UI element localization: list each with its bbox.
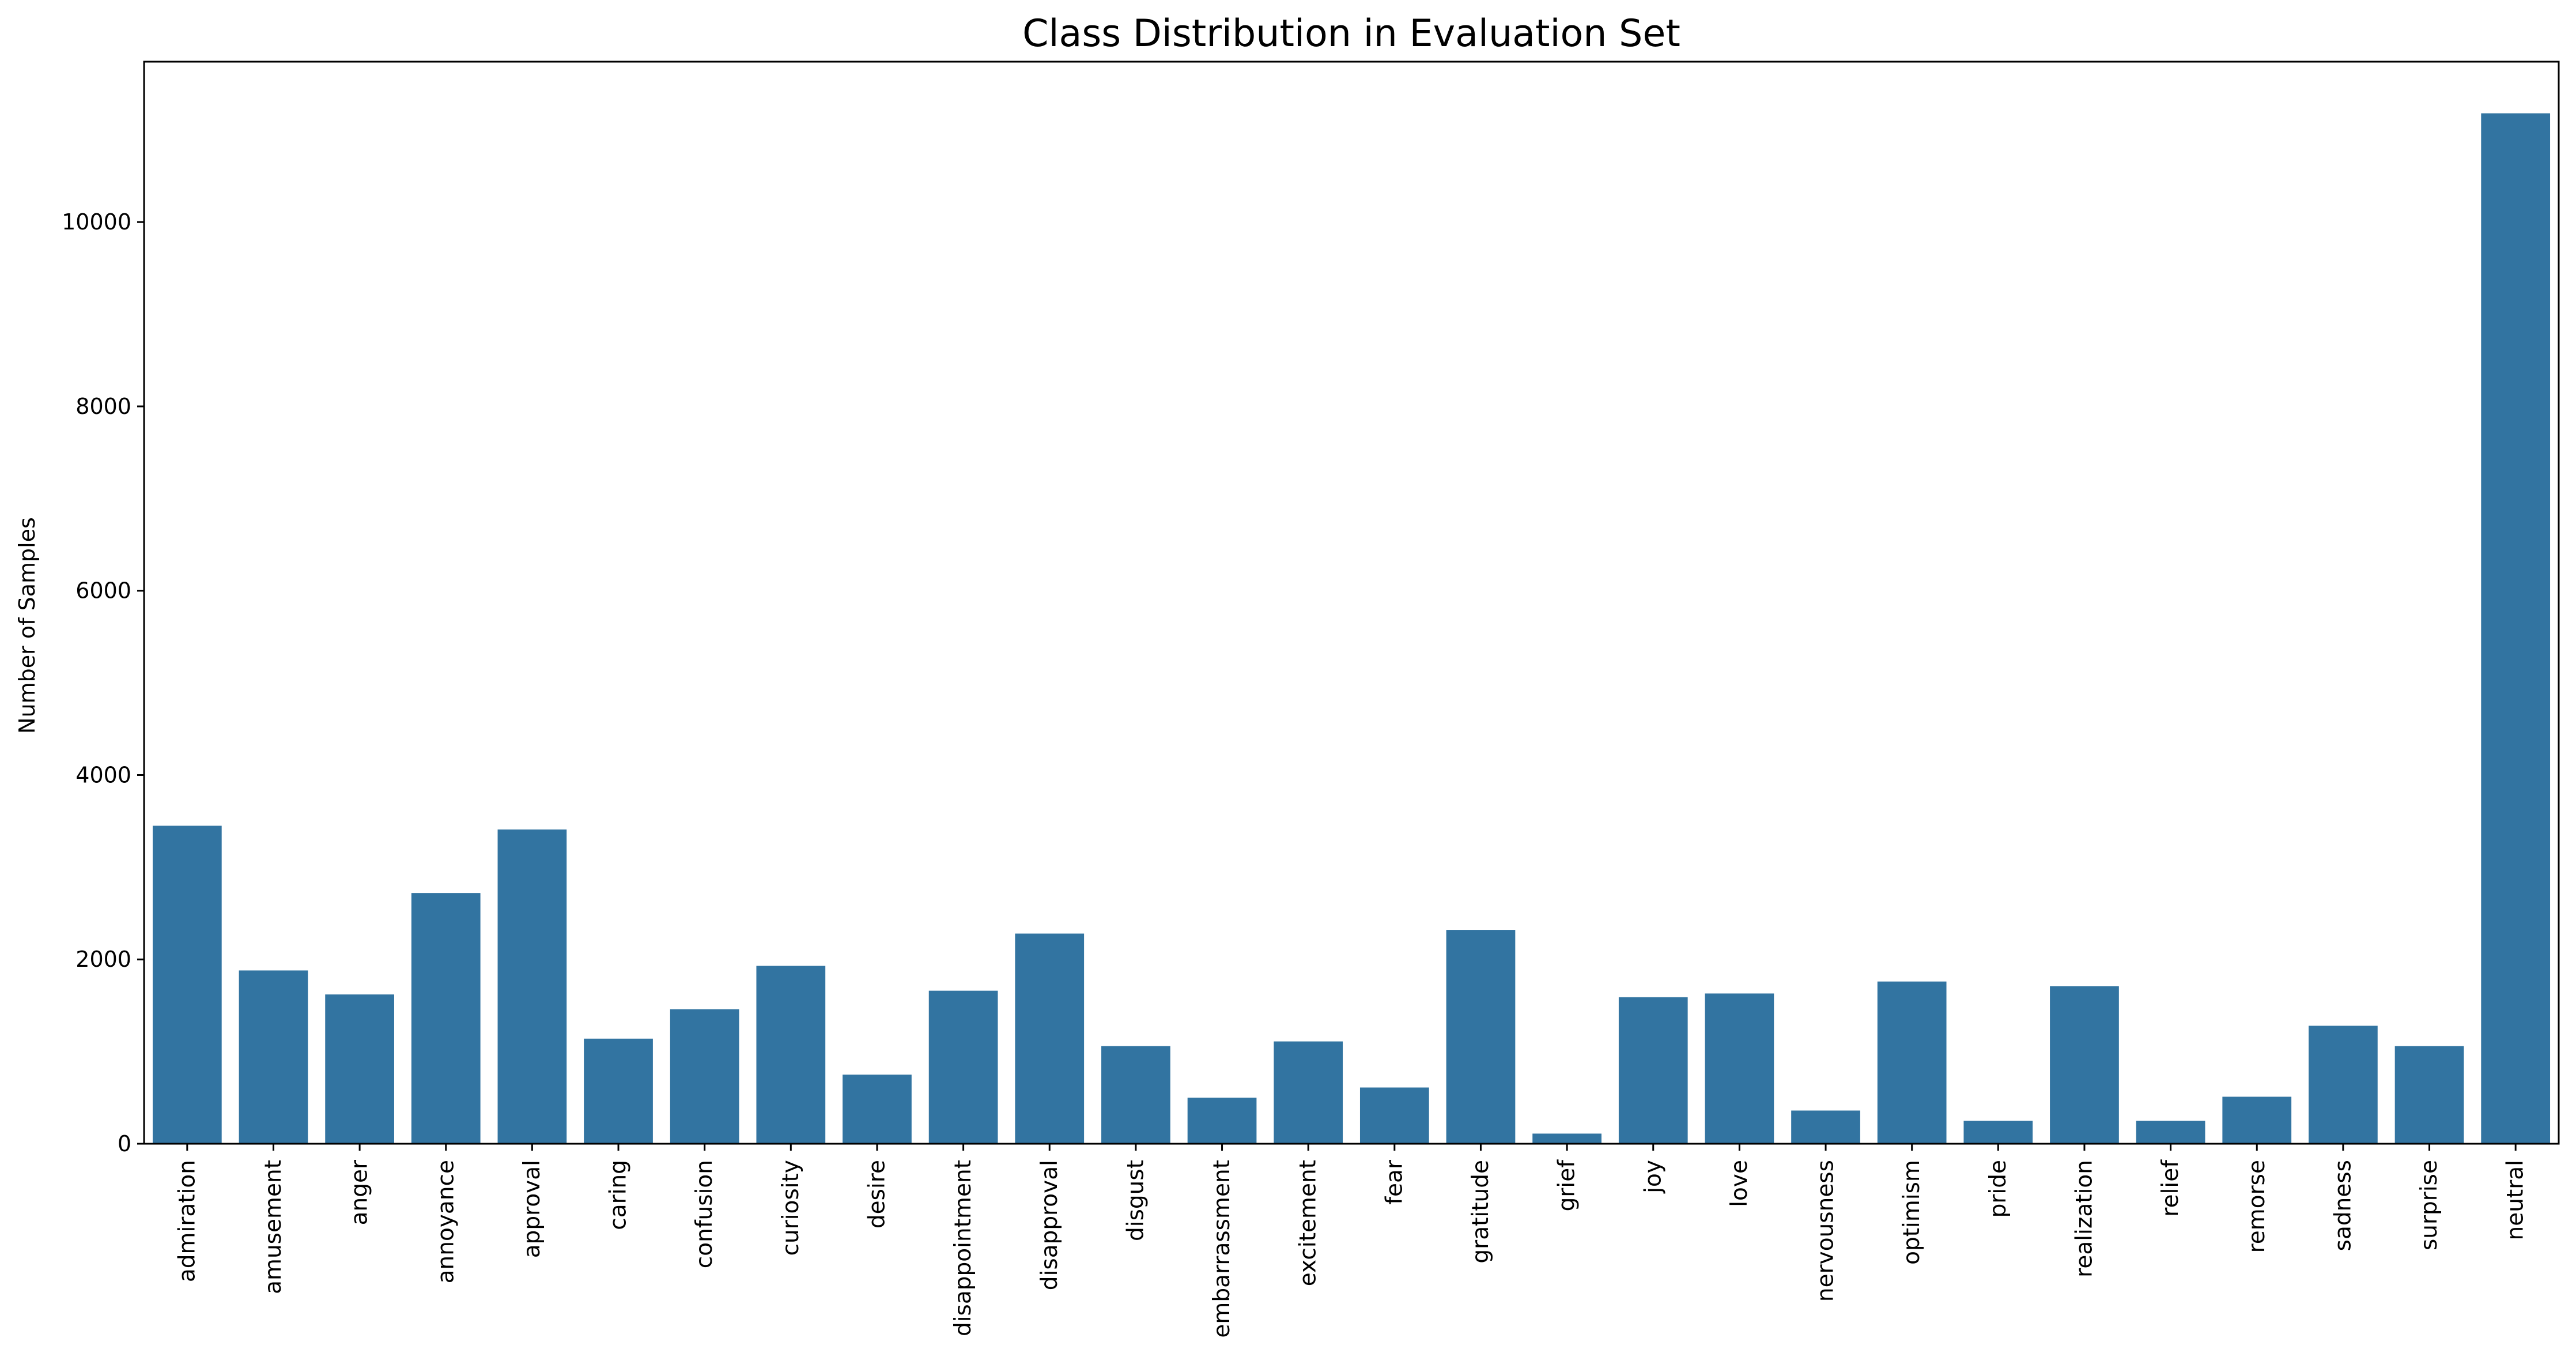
y-tick-label: 10000 [62,209,131,235]
bar-relief [2136,1121,2205,1144]
x-tick-label-surprise: surprise [2416,1160,2442,1250]
x-tick-label-nervousness: nervousness [1813,1160,1839,1302]
bar-realization [2050,986,2119,1144]
x-tick-label-curiosity: curiosity [778,1160,804,1256]
x-tick-label-realization: realization [2071,1160,2097,1277]
plot-frame [143,61,2560,1145]
bar-amusement [239,970,308,1144]
bar-disgust [1101,1046,1170,1144]
y-tick-label: 6000 [75,578,131,604]
x-tick-label-remorse: remorse [2244,1160,2270,1253]
y-tick-label: 2000 [75,947,131,972]
x-tick-label-neutral: neutral [2503,1160,2529,1241]
x-tick-label-confusion: confusion [692,1160,717,1268]
x-tick-label-disapproval: disapproval [1037,1160,1063,1290]
x-tick-label-fear: fear [1381,1159,1407,1205]
y-axis-label: Number of Samples [14,517,40,734]
bar-love [1705,993,1774,1144]
bar-pride [1963,1121,2033,1144]
y-ticks-group: 0 2000 4000 6000 8000 10000 [62,209,144,1156]
x-tick-label-admiration: admiration [174,1160,200,1282]
bar-annoyance [411,893,481,1144]
y-tick-label: 0 [118,1131,131,1156]
x-tick-label-joy: joy [1640,1160,1666,1194]
x-ticks-group: admiration amusement anger annoyance approva… [174,1144,2529,1338]
x-tick-label-annoyance: annoyance [433,1160,459,1283]
bar-fear [1359,1087,1429,1144]
x-tick-label-caring: caring [606,1160,632,1230]
bars-group [152,113,2551,1144]
x-tick-label-amusement: amusement [260,1160,286,1294]
x-tick-label-gratitude: gratitude [1468,1160,1494,1264]
x-tick-label-approval: approval [519,1160,545,1258]
x-tick-label-disgust: disgust [1123,1160,1149,1241]
bar-curiosity [756,966,826,1144]
bar-excitement [1274,1041,1343,1144]
x-tick-label-anger: anger [347,1159,373,1225]
x-tick-label-sadness: sadness [2330,1160,2356,1251]
bar-embarrassment [1187,1098,1257,1144]
bar-surprise [2394,1046,2464,1144]
bar-sadness [2309,1026,2378,1144]
x-tick-label-optimism: optimism [1899,1160,1925,1265]
bar-admiration [152,826,222,1144]
x-tick-label-disappointment: disappointment [950,1160,976,1336]
bar-joy [1618,997,1688,1144]
bar-approval [497,829,567,1144]
x-tick-label-excitement: excitement [1295,1160,1321,1286]
x-tick-label-love: love [1727,1160,1752,1207]
bar-anger [325,994,394,1144]
x-tick-label-desire: desire [864,1160,890,1228]
y-tick-label: 8000 [75,394,131,419]
bar-optimism [1877,981,1947,1144]
x-tick-label-relief: relief [2158,1159,2184,1217]
bar-gratitude [1446,930,1516,1144]
bar-grief [1532,1133,1601,1144]
x-tick-label-grief: grief [1554,1159,1580,1212]
x-tick-label-pride: pride [1985,1160,2011,1218]
x-tick-label-embarrassment: embarrassment [1209,1160,1235,1338]
y-tick-label: 4000 [75,762,131,787]
bar-disappointment [928,990,998,1144]
chart-title: Class Distribution in Evaluation Set [1022,12,1680,55]
bar-confusion [670,1009,739,1144]
bar-caring [584,1038,653,1144]
bar-neutral [2481,113,2551,1144]
bar-nervousness [1791,1110,1860,1144]
bar-remorse [2222,1096,2292,1144]
bar-desire [843,1075,912,1144]
bar-disapproval [1015,933,1085,1144]
